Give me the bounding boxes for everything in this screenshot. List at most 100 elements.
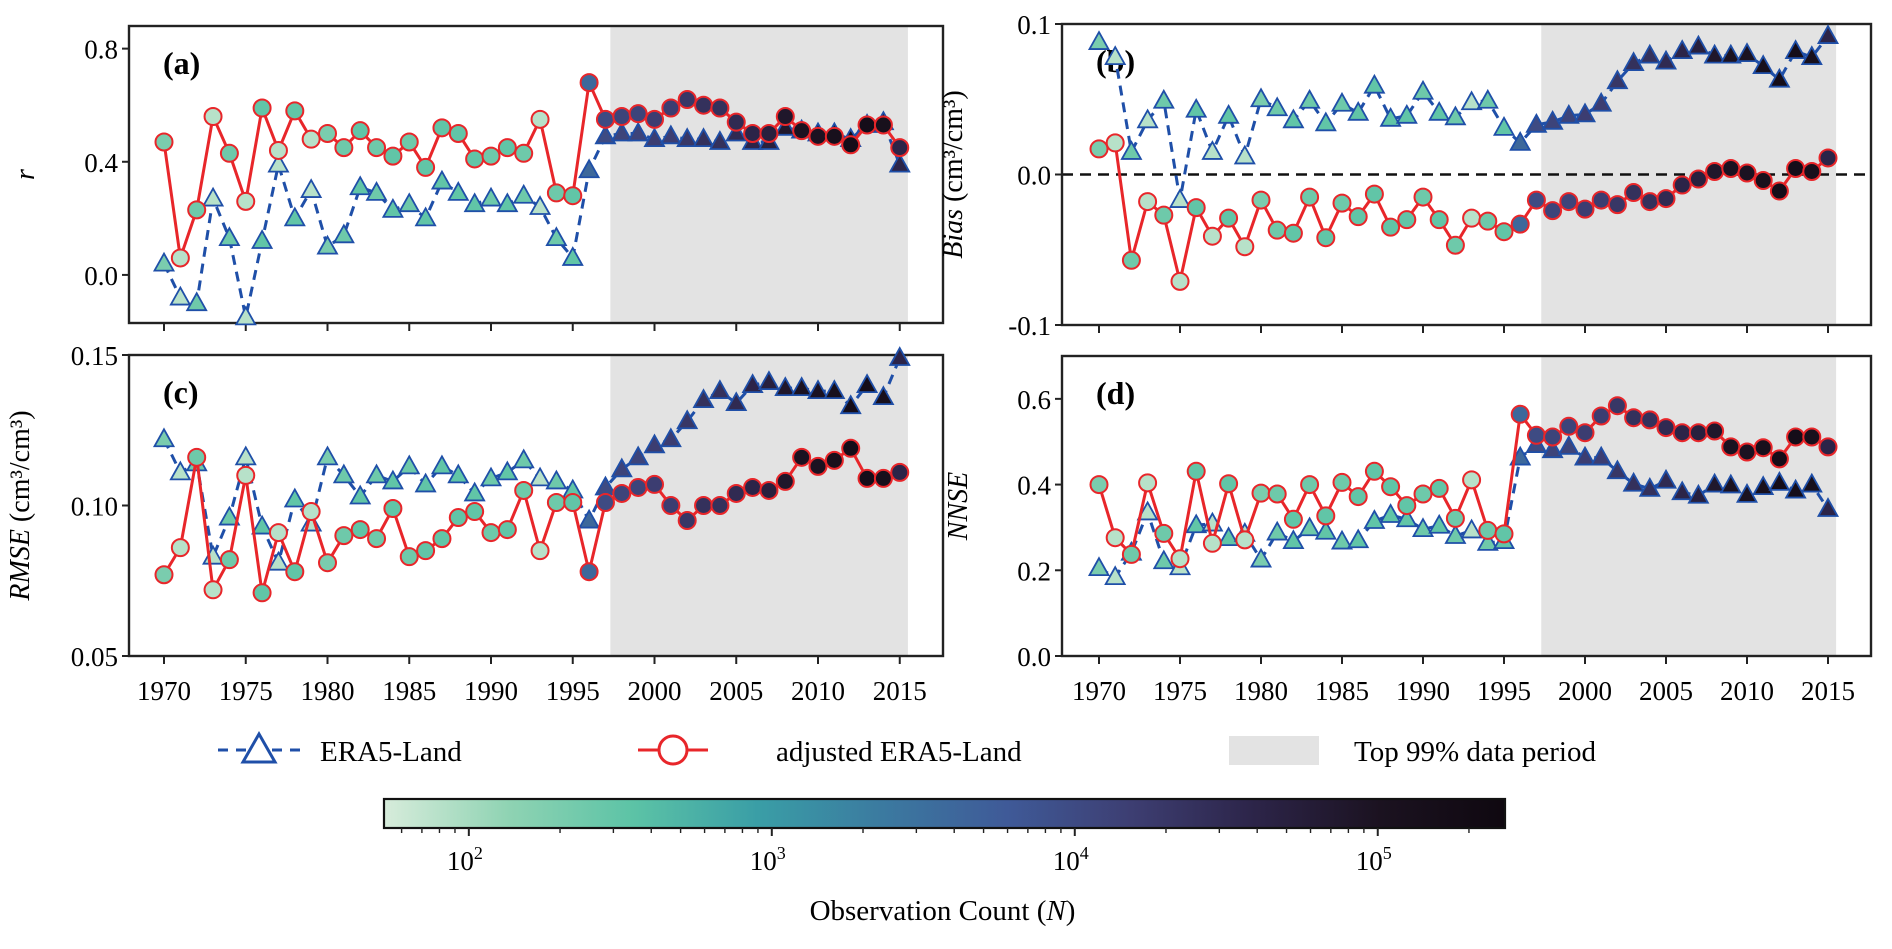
y-axis-label-unit: (cm³/cm³) [5,410,36,529]
colorbar-tick-exponent: 5 [1383,843,1392,863]
era5-land-marker [218,505,241,526]
colorbar-tick-base: 10 [750,846,777,876]
adjusted-era5-land-marker [268,523,288,543]
era5-land-marker [888,346,911,366]
adjusted-era5-land-marker [350,520,370,540]
adjusted-era5-land-marker [824,126,844,146]
adjusted-era5-land-marker [1494,222,1514,242]
era5-land-marker [1282,529,1305,550]
era5-land-marker [1087,30,1111,50]
adjusted-era5-land-marker [1348,207,1368,227]
era5-land-marker [1622,51,1645,72]
shaded-period [610,27,908,322]
colorbar-bar [382,797,1507,830]
adjusted-era5-land-marker [1753,171,1773,191]
era5-land-marker [1638,43,1661,64]
colorbar-tick-label: 104 [1053,843,1089,876]
adjusted-era5-land-marker [775,471,795,491]
era5-land-marker [251,229,274,249]
era5-land-marker [1120,140,1143,160]
y-tick-label: 0.6 [1017,385,1051,415]
legend-label-era5-land: ERA5-Land [320,736,462,768]
era5-land-marker [283,487,306,508]
adjusted-era5-land-marker [285,562,305,582]
era5-land-marker [1590,445,1613,466]
era5-land-marker [1395,507,1418,528]
adjusted-era5-land-marker [334,526,354,546]
era5-land-marker [332,463,355,484]
adjusted-era5-land-marker [350,121,370,141]
era5-land-marker [1460,90,1483,111]
adjusted-era5-land-marker [1186,461,1206,481]
adjusted-era5-land-marker [677,90,697,110]
adjusted-era5-land-marker [1705,161,1725,181]
adjusted-era5-land-marker [841,438,861,458]
adjusted-era5-land-marker [1640,192,1660,212]
era5-land-marker [692,127,715,148]
adjusted-era5-land-marker [1219,208,1239,228]
era5-land-marker [1395,103,1418,124]
era5-land-marker [414,206,437,227]
era5-land-marker [1428,100,1451,121]
adjusted-era5-land-marker [726,483,746,503]
era5-land-marker [1476,531,1499,551]
adjusted-era5-land-marker [612,107,632,127]
era5-land-marker [757,370,780,390]
adjusted-era5-land-marker [710,98,730,118]
legend-circle-icon [657,734,689,766]
adjusted-era5-land-marker [1656,189,1676,209]
adjusted-era5-land-marker [530,109,550,129]
adjusted-era5-land-marker [628,477,648,497]
era5-land-marker [479,186,503,207]
era5-land-marker [856,373,879,393]
colorbar-tick-label: 102 [447,843,483,876]
era5-land-marker [447,181,470,201]
era5-land-marker [1719,473,1742,494]
adjusted-era5-land-marker [1348,487,1368,507]
adjusted-era5-land-marker [546,183,566,203]
adjusted-era5-land-marker [1397,496,1417,516]
era5-land-marker [1784,39,1807,59]
adjusted-era5-land-marker [579,73,599,93]
colorbar-label-symbol: N [1045,895,1067,927]
era5-land-marker [1557,103,1580,124]
adjusted-era5-land-marker [1559,416,1579,436]
era5-land-marker [496,460,519,481]
era5-land-marker [708,130,731,150]
era5-land-marker [839,394,862,415]
panel-tag: (a) [163,45,200,81]
adjusted-era5-land-marker [694,496,714,515]
x-tick-label: 1980 [1234,676,1288,706]
era5-land-marker [1654,49,1678,70]
adjusted-era5-land-marker [1397,210,1417,230]
era5-land-marker [1768,471,1791,491]
era5-land-marker [234,445,257,466]
era5-land-marker [1573,445,1597,466]
adjusted-era5-land-marker [219,143,239,163]
adjusted-era5-land-marker [154,565,174,585]
adjusted-era5-land-marker [334,138,354,158]
plot-frame [1060,354,1873,658]
era5-land-marker [529,195,552,215]
panel-tag: (c) [163,374,199,410]
era5-land-marker [1249,87,1273,108]
era5-land-marker [725,121,748,142]
adjusted-era5-land-marker [1543,201,1563,221]
adjusted-era5-land-marker [268,140,288,160]
adjusted-era5-land-marker [399,132,419,152]
era5-land-marker [381,198,404,218]
era5-land-marker [1768,67,1791,88]
era5-land-marker [1654,468,1678,489]
era5-land-marker [316,445,339,466]
adjusted-era5-land-marker [873,115,893,135]
era5-land-marker [1606,69,1629,90]
era5-land-marker [1444,105,1467,126]
adjusted-era5-land-marker [808,126,828,146]
era5-land-marker [888,152,911,173]
adjusted-era5-land-marker [710,496,730,515]
adjusted-era5-land-marker [890,462,910,482]
y-tick-label: -0.1 [1008,311,1051,341]
era5-land-marker [463,481,486,502]
era5-land-marker [283,206,306,227]
adjusted-era5-land-marker [252,583,272,603]
